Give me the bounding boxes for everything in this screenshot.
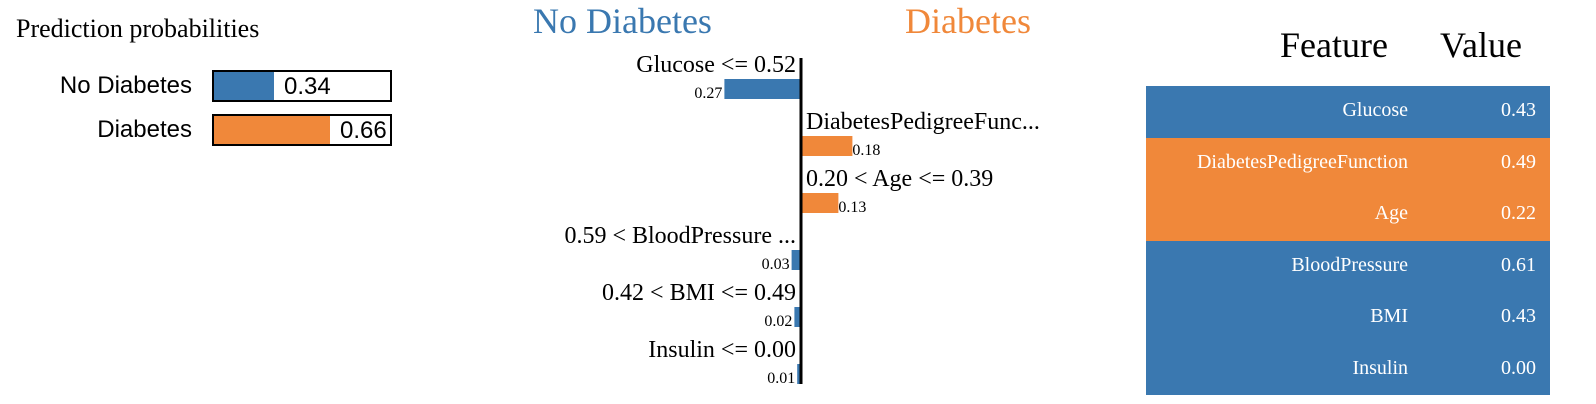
feature-condition-label: DiabetesPedigreeFunc... [806,109,1040,135]
contribution-bar [802,193,839,213]
table-row: Insulin 0.00 [1146,343,1550,395]
prob-bar-box: 0.66 [212,114,392,146]
feature-value-cell: 0.49 [1501,150,1536,173]
prob-bar-fill [214,72,274,100]
contribution-value-label: 0.18 [852,142,880,159]
table-header: Feature Value [1146,20,1550,86]
contribution-bar [794,307,800,327]
contribution-value-label: 0.03 [762,256,790,273]
feature-value-cell: 0.61 [1501,253,1536,276]
contribution-value-label: 0.01 [767,370,795,387]
feature-condition-label: Glucose <= 0.52 [636,52,796,78]
prob-label: Diabetes [97,116,192,143]
feature-column-header: Feature [1280,25,1388,65]
class-label-no-diabetes: No Diabetes [533,1,712,41]
prob-value: 0.66 [340,117,387,144]
prob-bar-fill [214,116,330,144]
contribution-bar [724,79,800,99]
feature-condition-label: 0.20 < Age <= 0.39 [806,166,993,192]
table-row: DiabetesPedigreeFunction 0.49 [1146,137,1550,189]
prob-bar-box: 0.34 [212,70,392,102]
prob-value: 0.34 [284,73,331,100]
prob-row-no-diabetes: No Diabetes 0.34 [0,70,420,106]
feature-name-cell: Insulin [1352,356,1408,379]
feature-name-cell: DiabetesPedigreeFunction [1196,150,1408,173]
feature-name-cell: Age [1374,202,1408,224]
prob-row-diabetes: Diabetes 0.66 [0,114,420,150]
contribution-bar [802,136,853,156]
contribution-bar [797,364,800,384]
feature-value-table: Feature Value Glucose 0.43 DiabetesPedigre… [1146,20,1550,395]
feature-name-cell: Glucose [1342,99,1408,121]
prob-label: No Diabetes [59,72,192,99]
contribution-value-label: 0.02 [764,313,792,330]
feature-value-cell: 0.22 [1501,202,1536,224]
feature-condition-label: 0.59 < BloodPressure ... [564,223,796,249]
feature-condition-label: Insulin <= 0.00 [648,337,796,363]
feature-value-cell: 0.00 [1501,356,1536,379]
contribution-bar [791,250,800,270]
table-row: Age 0.22 [1146,189,1550,241]
value-column-header: Value [1440,25,1522,65]
class-label-diabetes: Diabetes [905,1,1031,41]
feature-name-cell: BMI [1370,305,1408,327]
feature-condition-label: 0.42 < BMI <= 0.49 [602,280,796,306]
contribution-value-label: 0.27 [694,85,722,102]
feature-value-cell: 0.43 [1501,99,1536,121]
contribution-value-label: 0.13 [838,199,866,216]
table-row: BloodPressure 0.61 [1146,240,1550,292]
table-body: Glucose 0.43 DiabetesPedigreeFunction 0.49 A… [1146,86,1550,395]
table-row: Glucose 0.43 [1146,86,1550,138]
prediction-probabilities-title: Prediction probabilities [16,14,260,43]
feature-name-cell: BloodPressure [1291,253,1408,276]
table-row: BMI 0.43 [1146,292,1550,344]
feature-value-cell: 0.43 [1501,305,1536,327]
